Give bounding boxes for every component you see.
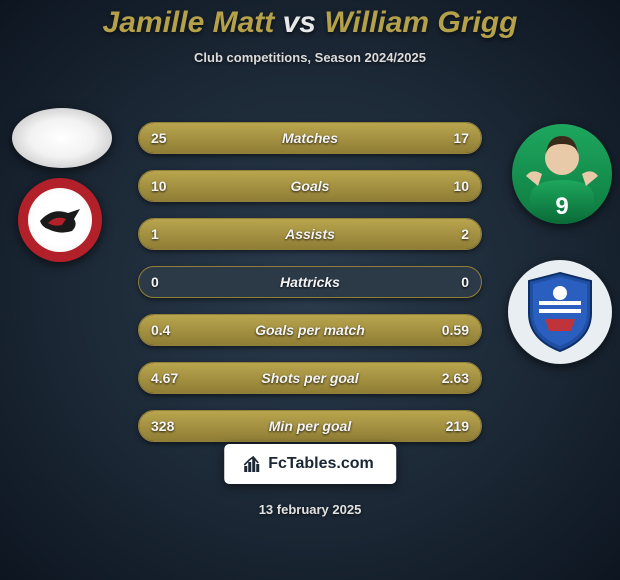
fctables-logo-icon (242, 454, 262, 474)
stat-row: 328Min per goal219 (138, 410, 482, 442)
page-title: Jamille Matt vs William Grigg (0, 0, 620, 40)
stat-label: Min per goal (139, 411, 481, 441)
stat-row: 4.67Shots per goal2.63 (138, 362, 482, 394)
player-right-silhouette-icon: 9 (512, 124, 612, 224)
stat-value-right: 2.63 (442, 363, 469, 393)
stat-label: Matches (139, 123, 481, 153)
stat-row: 0.4Goals per match0.59 (138, 314, 482, 346)
title-vs: vs (283, 6, 316, 39)
stat-label: Shots per goal (139, 363, 481, 393)
footer-site-badge[interactable]: FcTables.com (224, 444, 396, 484)
stat-value-right: 17 (453, 123, 469, 153)
footer-site-text: FcTables.com (268, 455, 374, 473)
stat-label: Hattricks (139, 267, 481, 297)
club-left-badge (18, 178, 102, 262)
footer-date: 13 february 2025 (0, 502, 620, 517)
stat-row: 0Hattricks0 (138, 266, 482, 298)
club-right-badge (508, 260, 612, 364)
stat-value-right: 2 (461, 219, 469, 249)
title-left: Jamille Matt (103, 6, 275, 39)
shirt-number: 9 (555, 193, 568, 220)
stat-label: Assists (139, 219, 481, 249)
stat-value-right: 10 (453, 171, 469, 201)
stat-row: 1Assists2 (138, 218, 482, 250)
stat-bars: 25Matches1710Goals101Assists20Hattricks0… (138, 122, 482, 458)
title-right: William Grigg (324, 6, 517, 39)
player-right-avatar: 9 (512, 124, 612, 224)
stat-label: Goals (139, 171, 481, 201)
stat-label: Goals per match (139, 315, 481, 345)
subtitle: Club competitions, Season 2024/2025 (0, 50, 620, 65)
player-left-avatar (12, 108, 112, 168)
walsall-swift-icon (38, 205, 82, 235)
chesterfield-shield-icon (525, 271, 595, 353)
stat-value-right: 0.59 (442, 315, 469, 345)
stat-value-right: 219 (446, 411, 469, 441)
stat-row: 25Matches17 (138, 122, 482, 154)
stat-value-right: 0 (461, 267, 469, 297)
stat-row: 10Goals10 (138, 170, 482, 202)
